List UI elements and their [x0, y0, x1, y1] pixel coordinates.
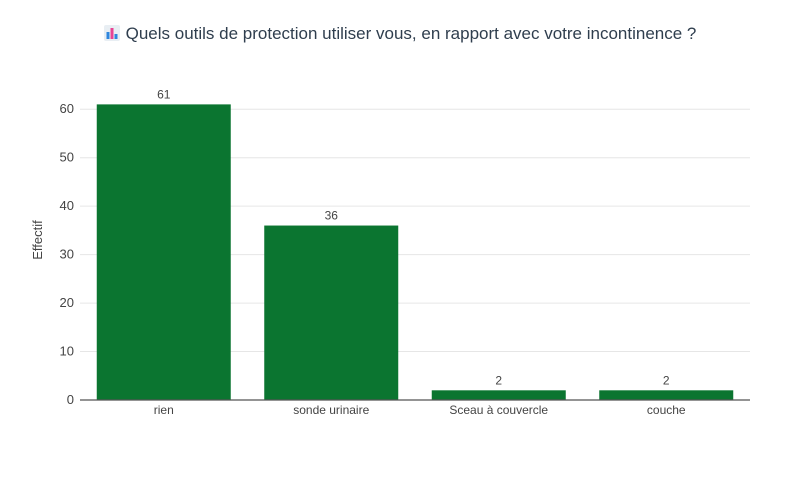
y-tick-label: 30 [60, 247, 74, 262]
bar-3 [599, 390, 734, 400]
y-tick-label: 60 [60, 101, 74, 116]
bar-2 [431, 390, 566, 400]
y-tick-label: 50 [60, 150, 74, 165]
y-tick-label: 20 [60, 295, 74, 310]
y-tick-label: 10 [60, 344, 74, 359]
bars [96, 104, 734, 400]
y-axis-title: Effectif [30, 220, 45, 260]
y-tick-label: 40 [60, 198, 74, 213]
bar-0 [96, 104, 231, 400]
x-tick-label: rien [154, 403, 174, 417]
x-tick-label: couche [647, 403, 686, 417]
data-label: 36 [325, 209, 339, 223]
chart-title: Quels outils de protection utiliser vous… [0, 24, 800, 44]
data-label: 2 [663, 373, 670, 387]
data-label: 2 [495, 373, 502, 387]
x-tick-label: Sceau à couvercle [449, 403, 548, 417]
chart-title-text: Quels outils de protection utiliser vous… [125, 24, 697, 43]
data-label: 61 [157, 87, 171, 101]
x-tick-label: sonde urinaire [293, 403, 369, 417]
bar-1 [264, 225, 399, 400]
labels: 0 10 20 30 40 50 60 61 rien 36 sonde urinaire 2 Scea… [60, 87, 750, 417]
bar-chart-icon [103, 25, 120, 41]
y-tick-label: 0 [67, 392, 74, 407]
